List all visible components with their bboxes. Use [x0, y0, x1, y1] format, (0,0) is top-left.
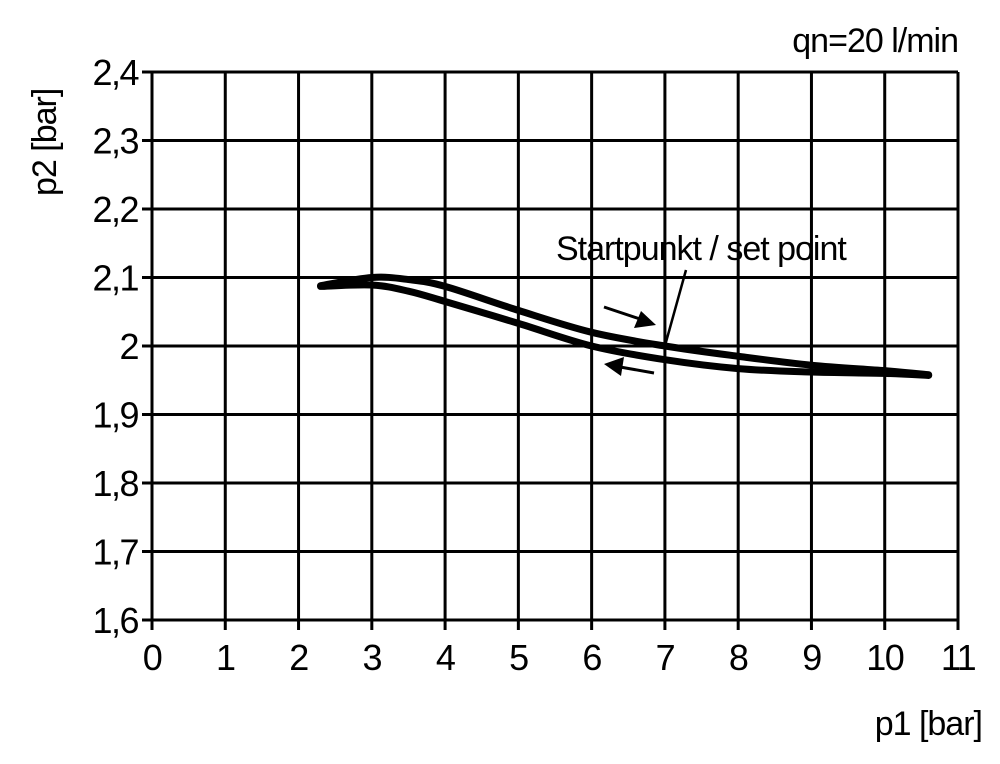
x-tick-label: 1 [216, 637, 235, 678]
x-tick-label: 0 [143, 637, 162, 678]
curve-decreasing [317, 281, 933, 379]
x-tick-label: 4 [436, 637, 455, 678]
x-ticks: 0 1 2 3 4 5 6 7 8 9 10 11 [143, 637, 977, 678]
y-tick-label: 2,4 [92, 52, 138, 93]
x-tick-label: 10 [866, 637, 904, 678]
x-tick-label: 8 [729, 637, 748, 678]
arrow-decreasing [604, 357, 655, 376]
setpoint-label: Startpunkt / set point [556, 230, 847, 268]
curve-increasing [317, 273, 933, 379]
x-tick-label: 2 [289, 637, 308, 678]
annotations: Startpunkt / set point [556, 230, 848, 376]
curves [317, 273, 933, 379]
x-tick-label: 9 [802, 637, 821, 678]
x-tick-label: 5 [509, 637, 528, 678]
y-tick-label: 1,6 [92, 600, 138, 641]
x-tick-label: 11 [941, 637, 976, 678]
y-tick-label: 2 [119, 326, 138, 367]
setpoint-leader-line [663, 269, 688, 347]
y-tick-label: 2,3 [92, 121, 138, 162]
y-axis-label: p2 [bar] [26, 89, 64, 196]
y-tick-label: 1,8 [92, 463, 138, 504]
y-tick-label: 1,7 [92, 532, 138, 573]
x-tick-label: 3 [363, 637, 382, 678]
x-axis-label: p1 [bar] [875, 705, 982, 743]
y-ticks: 1,6 1,7 1,8 1,9 2 2,1 2,2 2,3 2,4 [92, 52, 140, 641]
x-tick-label: 7 [656, 637, 675, 678]
grid [142, 70, 960, 630]
y-tick-label: 1,9 [92, 395, 138, 436]
arrow-increasing [603, 305, 656, 328]
flow-annotation: qn=20 l/min [792, 22, 958, 60]
y-tick-label: 2,1 [92, 258, 138, 299]
x-tick-label: 6 [582, 637, 601, 678]
y-tick-label: 2,2 [92, 189, 138, 230]
